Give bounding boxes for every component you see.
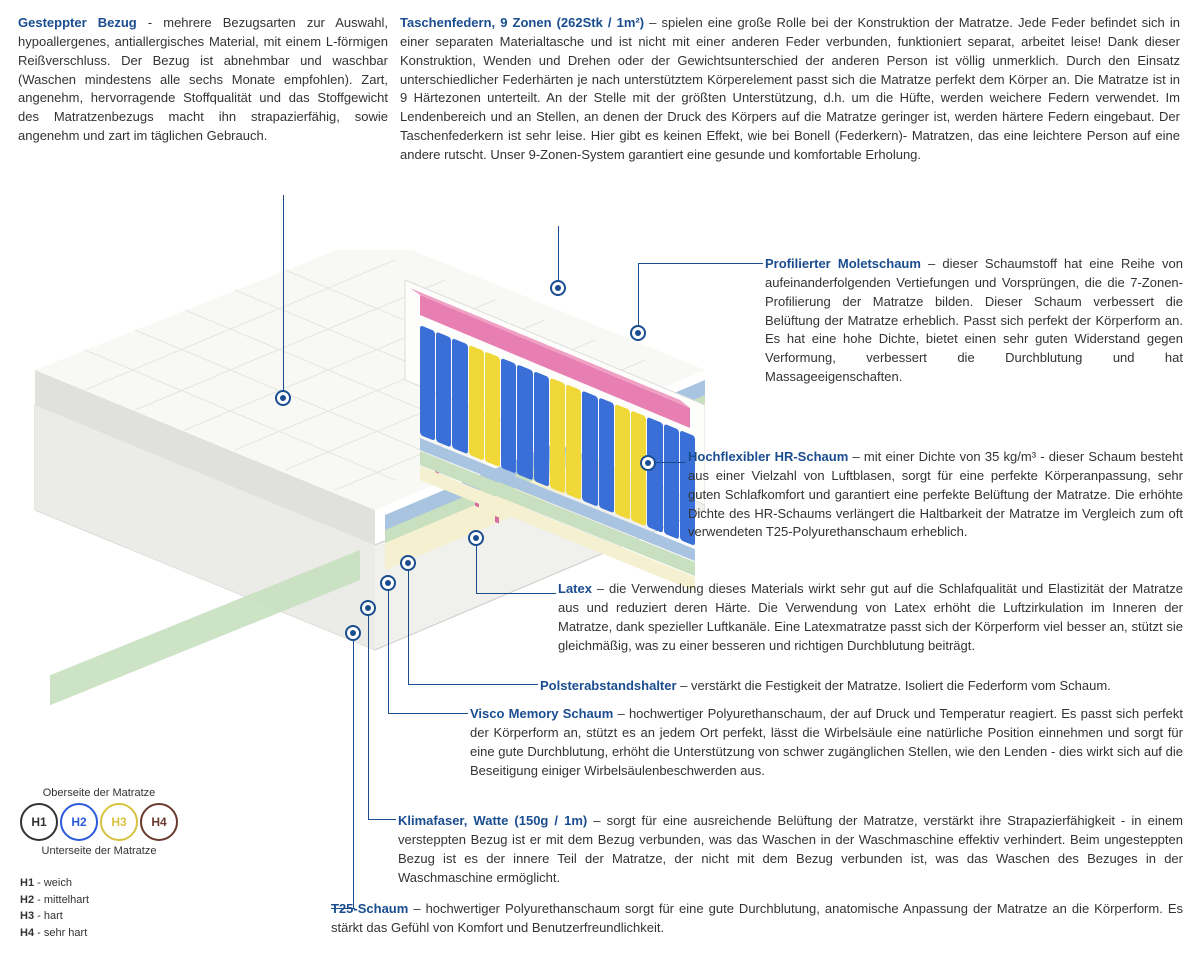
section-hrschaum: Hochflexibler HR-Schaum – mit einer Dich… (688, 448, 1183, 542)
leader-molet-h (638, 263, 763, 264)
hardness-legend: Oberseite der Matratze H1 H2 H3 H4 Unter… (20, 785, 178, 941)
heading-taschenfedern: Taschenfedern, 9 Zonen (262Stk / 1m²) (400, 15, 644, 30)
marker-springs (550, 280, 566, 296)
heading-latex: Latex (558, 581, 592, 596)
heading-moletschaum: Profilierter Moletschaum (765, 256, 921, 271)
marker-latex (468, 530, 484, 546)
marker-polster (400, 555, 416, 571)
marker-klima (360, 600, 376, 616)
hardness-key: H1 - weich H2 - mittelhart H3 - hart H4 … (20, 875, 178, 941)
leader-klima-v (368, 616, 369, 819)
body-moletschaum: – dieser Schaumstoff hat eine Reihe von … (765, 256, 1183, 384)
circle-h4: H4 (140, 803, 178, 841)
section-polster: Polsterabstandshalter – verstärkt die Fe… (540, 677, 1183, 696)
body-taschenfedern: – spielen eine große Rolle bei der Konst… (400, 15, 1180, 162)
leader-cover (283, 195, 284, 390)
circle-h3: H3 (100, 803, 138, 841)
leader-latex-v (476, 546, 477, 593)
body-bezug: - mehrere Bezugsarten zur Auswahl, hypoa… (18, 15, 388, 143)
hardness-top-label: Oberseite der Matratze (20, 787, 178, 799)
circle-h2: H2 (60, 803, 98, 841)
section-t25: T25-Schaum – hochwertiger Polyurethansch… (331, 900, 1183, 938)
heading-t25: T25-Schaum (331, 901, 408, 916)
marker-moletschaum (630, 325, 646, 341)
marker-t25 (345, 625, 361, 641)
section-latex: Latex – die Verwendung dieses Materials … (558, 580, 1183, 655)
marker-cover (275, 390, 291, 406)
hardness-bottom-label: Unterseite der Matratze (20, 845, 178, 857)
leader-visco-h (388, 713, 468, 714)
heading-klimafaser: Klimafaser, Watte (150g / 1m) (398, 813, 587, 828)
body-t25: – hochwertiger Polyurethanschaum sorgt f… (331, 901, 1183, 935)
heading-hrschaum: Hochflexibler HR-Schaum (688, 449, 848, 464)
leader-klima-h (368, 819, 396, 820)
section-visco: Visco Memory Schaum – hochwertiger Polyu… (470, 705, 1183, 780)
circle-h1: H1 (20, 803, 58, 841)
section-taschenfedern: Taschenfedern, 9 Zonen (262Stk / 1m²) – … (400, 14, 1180, 165)
leader-visco-v (388, 591, 389, 713)
body-polster: – verstärkt die Festigkeit der Matratze.… (677, 678, 1111, 693)
heading-visco: Visco Memory Schaum (470, 706, 613, 721)
hardness-circles: H1 H2 H3 H4 (20, 803, 178, 841)
leader-polster-h (408, 684, 538, 685)
marker-visco (380, 575, 396, 591)
leader-t25-v (353, 641, 354, 908)
leader-hr (656, 462, 686, 463)
section-moletschaum: Profilierter Moletschaum – dieser Schaum… (765, 255, 1183, 387)
heading-polster: Polsterabstandshalter (540, 678, 677, 693)
body-latex: – die Verwendung dieses Materials wirkt … (558, 581, 1183, 653)
marker-hr (640, 455, 656, 471)
heading-bezug: Gesteppter Bezug (18, 15, 137, 30)
leader-molet-v (638, 263, 639, 326)
section-klimafaser: Klimafaser, Watte (150g / 1m) – sorgt fü… (398, 812, 1183, 887)
leader-springs (558, 226, 559, 281)
leader-latex-h (476, 593, 556, 594)
section-bezug: Gesteppter Bezug - mehrere Bezugsarten z… (18, 14, 388, 146)
leader-polster-v (408, 571, 409, 684)
